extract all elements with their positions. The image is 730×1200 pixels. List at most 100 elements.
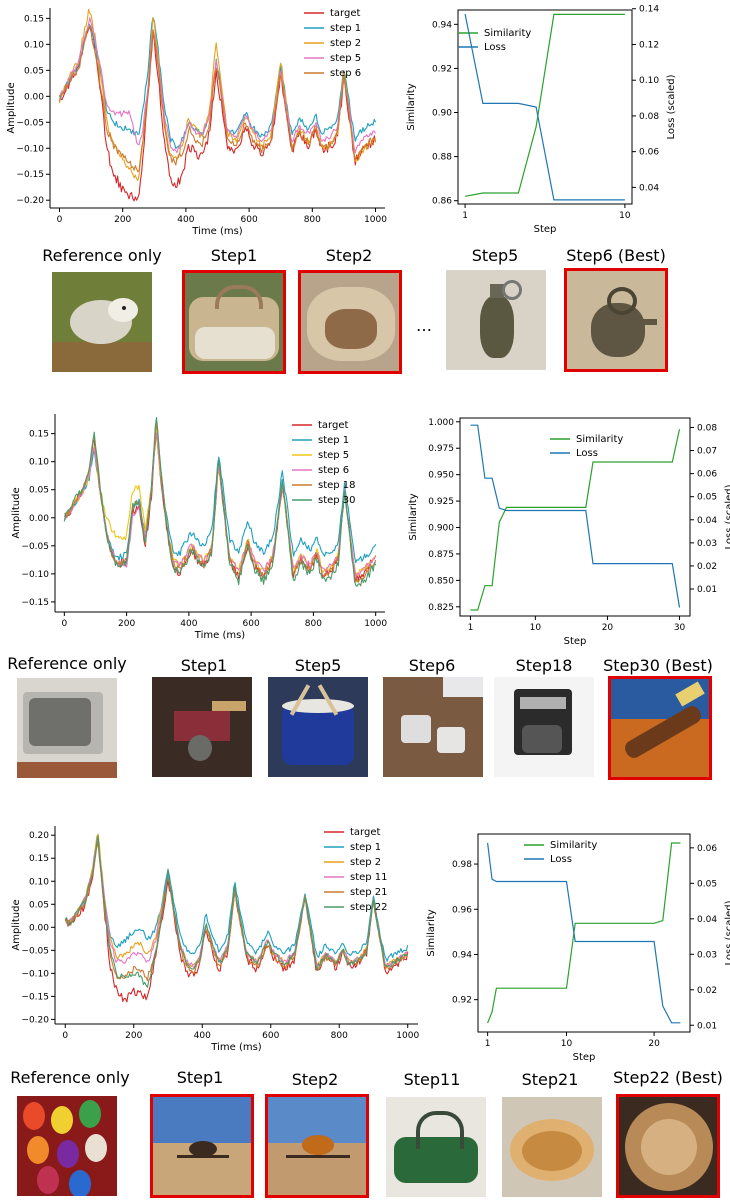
row1-step1-label: Step1 (210, 246, 258, 265)
y-tick-label: 0.05 (29, 900, 49, 910)
legend-label: step 2 (350, 857, 381, 868)
y2-tick-label: 0.07 (697, 447, 717, 457)
x-tick-label: 20 (648, 1039, 660, 1049)
y-tick-label: 0.00 (29, 923, 49, 933)
legend-label: Similarity (550, 840, 597, 851)
x-tick-label: 600 (262, 1031, 279, 1041)
row2-step1-label: Step1 (180, 656, 228, 675)
y-tick-label: 0.10 (24, 40, 44, 50)
y2-tick-label: 0.12 (639, 40, 659, 50)
x-tick-label: 10 (619, 211, 631, 221)
y2-tick-label: 0.03 (697, 950, 717, 960)
series-line-loss (470, 424, 681, 608)
y-tick-label: 0.98 (452, 860, 472, 870)
y-tick-label: −0.20 (21, 1015, 49, 1025)
y-tick-label: 0.86 (432, 197, 452, 207)
x-tick-label: 600 (241, 215, 258, 225)
legend-label: target (318, 420, 348, 431)
y-tick-label: 0.90 (432, 109, 452, 119)
row3-waveform-svg: 0 200 400 600 800 1000 −0.20 −0.15 −0.10 −0.05 0.0… (11, 826, 419, 1053)
row2-step5-image (268, 677, 368, 777)
legend-label: step 1 (350, 842, 381, 853)
row2-step5-label: Step5 (294, 656, 342, 675)
y-tick-label: 0.850 (428, 576, 454, 586)
y-tick-label: −0.15 (21, 992, 49, 1002)
x-tick-label: 800 (331, 1031, 348, 1041)
series-line-step-6 (58, 24, 376, 173)
legend-label: step 5 (330, 53, 361, 64)
y-tick-label: −0.10 (21, 570, 49, 580)
series-line-step-22 (65, 835, 409, 988)
x-axis-label: Time (ms) (194, 630, 246, 641)
series-line-loss (464, 13, 625, 201)
plot-frame (457, 9, 633, 205)
y-tick-label: −0.10 (16, 144, 44, 154)
row1-step2-label: Step2 (325, 246, 373, 265)
legend-label: step 18 (318, 480, 356, 491)
series-line-similarity (487, 842, 681, 1024)
x-tick-label: 200 (125, 1031, 142, 1041)
row2-step6-label: Step6 (408, 656, 456, 675)
y-tick-label: 0.92 (432, 64, 452, 74)
x-tick-label: 0 (62, 1031, 68, 1041)
x-tick-label: 10 (561, 1039, 573, 1049)
series-line-similarity (470, 429, 681, 611)
y-tick-label: 0.05 (29, 486, 49, 496)
x-tick-label: 400 (194, 1031, 211, 1041)
x-tick-label: 400 (177, 215, 194, 225)
y2-axis-label: Loss (scaled) (666, 74, 677, 139)
plot-frame (459, 417, 691, 617)
y-tick-label: 0.15 (29, 430, 49, 440)
legend-label: step 21 (350, 887, 388, 898)
series-line-step-2 (58, 8, 377, 182)
row2-step6-image (383, 677, 483, 777)
y-tick-label: 0.950 (428, 471, 454, 481)
y-tick-label: 0.05 (24, 66, 44, 76)
y2-tick-label: 0.05 (697, 493, 717, 503)
row1-step2-image (298, 270, 402, 374)
row3-ref-label: Reference only (10, 1068, 130, 1087)
y2-tick-label: 0.14 (639, 5, 659, 15)
y-tick-label: −0.05 (21, 946, 49, 956)
y-axis-label: Amplitude (11, 487, 22, 538)
y2-tick-label: 0.01 (697, 1021, 717, 1031)
y-tick-label: 0.875 (428, 550, 454, 560)
row2-similarity-loss-chart: 1 10 20 30 0.825 0.850 0.875 0.900 0.925 0.950 0.9… (400, 408, 730, 647)
row2-waveform-svg: 0 200 400 600 800 1000 −0.15 −0.10 −0.05 0.00 0.05… (11, 414, 387, 641)
y2-tick-label: 0.06 (697, 844, 717, 854)
x-tick-label: 200 (118, 619, 135, 629)
row1-ref-image (52, 272, 152, 372)
legend-label: Loss (576, 448, 598, 459)
plot-frame (477, 833, 691, 1033)
x-tick-label: 1 (468, 623, 474, 633)
y-axis-label: Similarity (406, 83, 417, 130)
row1-similarity-loss-chart: 1 10 0.86 0.88 0.90 0.92 0.94 0.04 0.06 0.08 0.10 0… (400, 0, 730, 235)
y-tick-label: 0.88 (432, 153, 452, 163)
x-axis-label: Step (564, 636, 587, 647)
y-tick-label: −0.15 (21, 598, 49, 608)
y2-tick-label: 0.03 (697, 539, 717, 549)
legend-label: step 1 (318, 435, 349, 446)
row3-step11-image (386, 1097, 486, 1197)
legend-label: target (350, 827, 380, 838)
row3-ref-image (17, 1096, 117, 1196)
y-tick-label: 0.15 (24, 14, 44, 24)
y2-tick-label: 0.08 (697, 423, 717, 433)
y2-tick-label: 0.04 (639, 183, 659, 193)
row3-step22-image (616, 1094, 720, 1198)
y-tick-label: 0.10 (29, 458, 49, 468)
legend-label: step 2 (330, 38, 361, 49)
legend-label: step 1 (330, 23, 361, 34)
y2-tick-label: 0.02 (697, 986, 717, 996)
row1-ellipsis: … (416, 316, 432, 335)
y-tick-label: −0.20 (16, 196, 44, 206)
row3-step11-label: Step11 (403, 1070, 461, 1089)
row2-ref-label: Reference only (7, 654, 127, 673)
y2-tick-label: 0.10 (639, 76, 659, 86)
legend-label: step 6 (318, 465, 349, 476)
series-line-similarity (464, 13, 625, 197)
row1-step5-label: Step5 (471, 246, 519, 265)
x-axis-label: Step (573, 1052, 596, 1063)
x-axis-label: Step (534, 224, 557, 235)
row1-step5-image (446, 270, 546, 370)
